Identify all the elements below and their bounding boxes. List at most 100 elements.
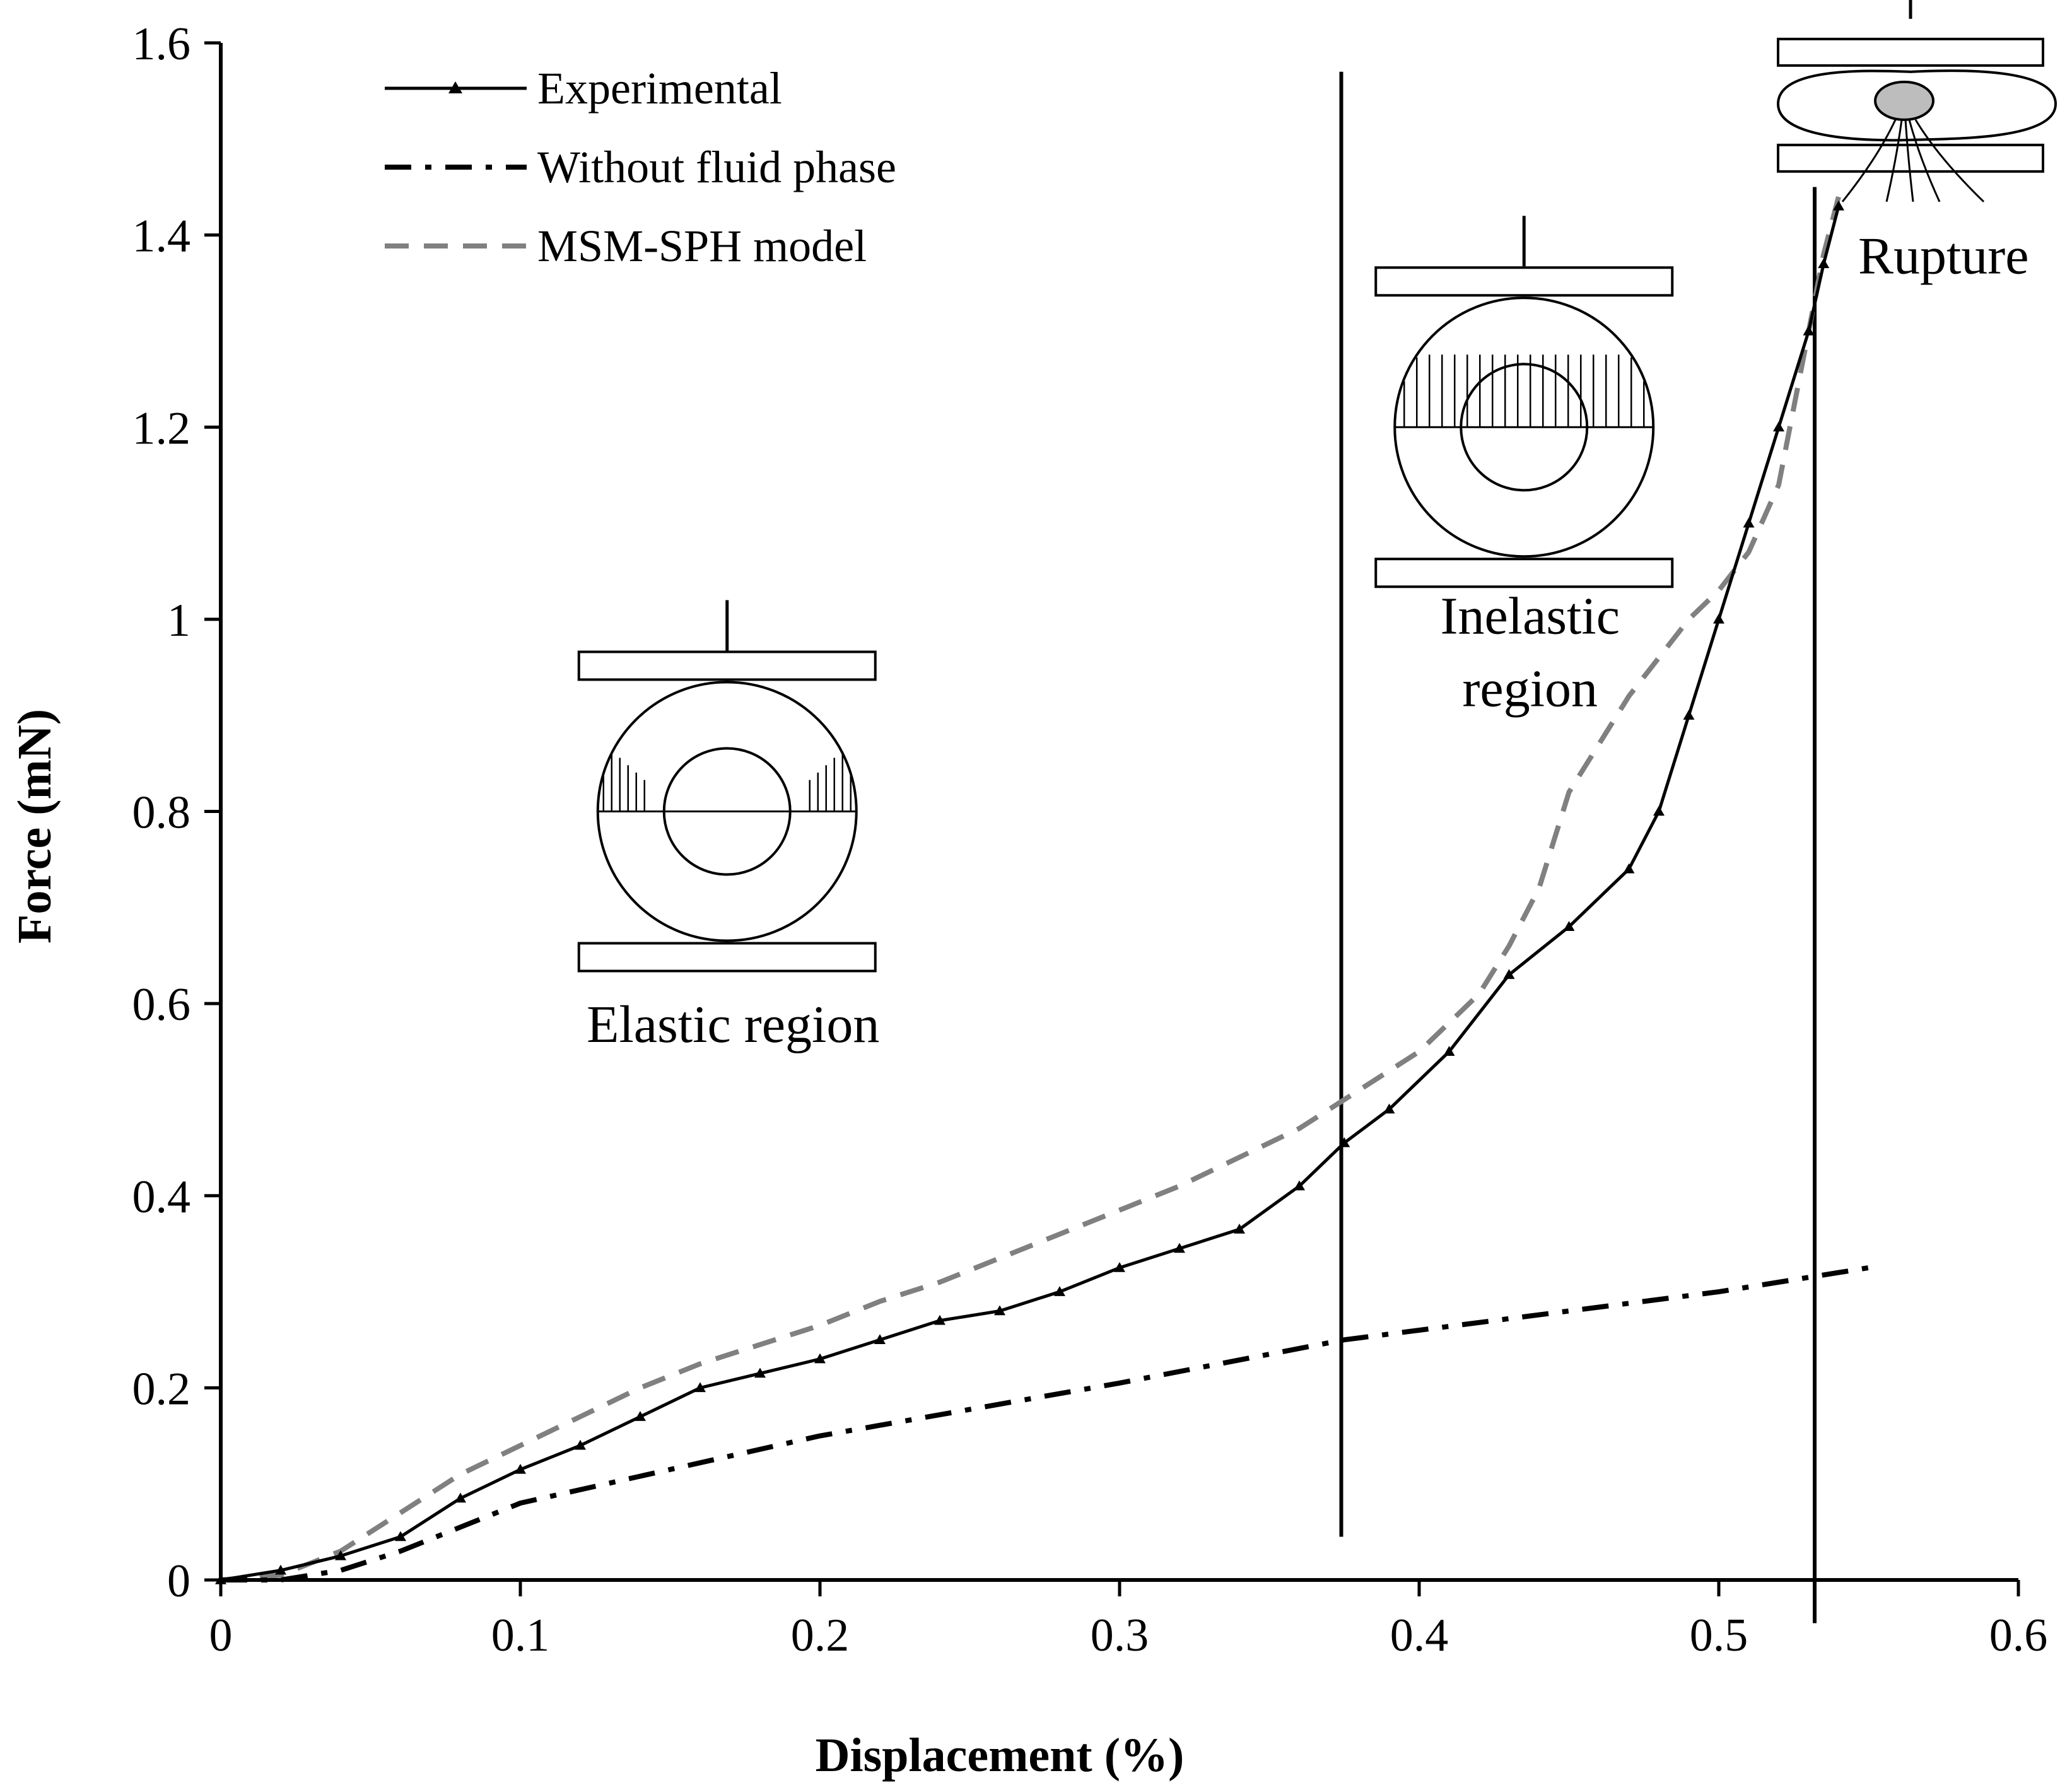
y-tick-label: 0	[167, 1555, 190, 1607]
data-point	[814, 1353, 826, 1364]
data-point	[694, 1382, 706, 1393]
series-experimental	[215, 200, 1844, 1584]
x-tick-label: 0.3	[1091, 1610, 1149, 1661]
data-point	[335, 1550, 346, 1560]
data-point	[1054, 1286, 1065, 1296]
data-point	[1539, 888, 1540, 889]
y-tick-label: 0.4	[132, 1171, 191, 1223]
y-tick-label: 0.6	[132, 979, 191, 1031]
data-point	[1174, 1243, 1185, 1253]
diagram-bottom-plate	[1374, 558, 1674, 588]
annotation-elastic-region: Elastic region	[587, 995, 879, 1054]
diagram-rupture-streak	[1885, 119, 1903, 202]
data-point	[754, 1367, 766, 1378]
legend-marker	[448, 81, 462, 93]
region-boundaries	[1339, 71, 1817, 1623]
x-tick-label: 0.4	[1390, 1610, 1449, 1661]
annotation-inelastic-region: Inelastic region	[1440, 587, 1620, 718]
data-point	[1503, 969, 1515, 980]
annotation-line: Inelastic	[1440, 587, 1620, 646]
data-point	[874, 1334, 886, 1344]
x-tick-label: 0.6	[1989, 1610, 2048, 1661]
data-point	[515, 1463, 526, 1474]
data-point	[1748, 552, 1749, 553]
y-tick-label: 0.2	[132, 1363, 191, 1415]
data-point	[1383, 1103, 1395, 1114]
legend-label: MSM-SPH model	[537, 221, 867, 271]
y-tick-label: 1.4	[132, 211, 191, 262]
data-point	[275, 1564, 286, 1575]
diagram-top-plate	[1777, 37, 2044, 67]
data-point	[1653, 805, 1665, 816]
series-lines	[215, 196, 1870, 1584]
y-tick-label: 0.8	[132, 787, 191, 839]
diagram-bottom-plate	[577, 942, 877, 973]
annotation-line: Elastic region	[587, 995, 879, 1054]
series-without-fluid-phase	[221, 1265, 1870, 1582]
data-point	[994, 1305, 1005, 1316]
data-point	[1114, 1261, 1125, 1272]
diagram-inner-nucleus	[1460, 363, 1589, 492]
diagram-rupture-streak	[1908, 119, 1941, 202]
data-point	[1713, 613, 1724, 624]
data-point	[575, 1439, 586, 1450]
y-axis-title: Force (mN)	[8, 709, 61, 944]
y-tick-label: 1.2	[132, 402, 191, 454]
y-tick-label: 1.6	[132, 18, 191, 70]
data-point	[1833, 200, 1844, 211]
diagram-top-plate	[577, 650, 877, 681]
data-point	[1868, 1267, 1869, 1268]
x-tick-label: 0	[209, 1610, 233, 1661]
data-point	[1443, 1046, 1455, 1056]
data-point	[820, 1325, 821, 1326]
data-point	[1299, 1128, 1300, 1129]
data-point	[1623, 863, 1635, 874]
diagram-inner-nucleus	[662, 747, 792, 876]
x-axis-title: Displacement (%)	[816, 1729, 1185, 1782]
data-point	[1773, 421, 1784, 431]
data-point	[1793, 407, 1794, 408]
data-point	[1683, 710, 1695, 720]
rupture-diagram	[1776, 0, 2057, 202]
series-line-msm-sph-model	[220, 196, 1841, 1582]
legend: Experimental Without fluid phase MSM-SPH m…	[385, 63, 896, 271]
data-point	[395, 1531, 406, 1541]
series-line-without-fluid-phase	[221, 1265, 1870, 1582]
legend-label: Experimental	[537, 63, 782, 114]
diagram-rupture-streak	[1914, 119, 1985, 202]
diagram-rupture-streak	[1904, 119, 1914, 202]
data-point	[520, 1503, 521, 1504]
elastic-diagram	[577, 600, 877, 973]
data-point	[1479, 993, 1480, 994]
y-ticks: 0 0.2 0.4 0.6 0.8 1 1.2 1.4 1.6	[132, 18, 221, 1607]
series-msm-sph-model	[220, 196, 1841, 1582]
data-point	[455, 1492, 466, 1503]
data-point	[1818, 258, 1830, 269]
legend-item-experimental: Experimental	[385, 63, 782, 114]
data-point	[1803, 325, 1815, 336]
annotation-line: region	[1462, 660, 1598, 718]
data-point	[520, 1445, 521, 1446]
diagram-top-plate	[1374, 266, 1674, 297]
annotation-rupture: Rupture	[1858, 227, 2029, 286]
x-tick-label: 0.2	[791, 1610, 850, 1661]
y-tick-label: 1	[167, 595, 190, 646]
diagram-rupture-streak	[1841, 119, 1897, 202]
data-point	[1563, 921, 1575, 932]
data-point	[1359, 1090, 1360, 1091]
legend-item-msm-sph-model: MSM-SPH model	[385, 221, 867, 271]
data-point	[1743, 517, 1755, 528]
data-point	[880, 1301, 881, 1302]
data-point	[1823, 254, 1824, 255]
x-ticks: 0 0.1 0.2 0.3 0.4 0.5 0.6	[209, 1580, 2048, 1661]
data-point	[760, 1344, 761, 1345]
diagrams	[577, 0, 2057, 973]
data-point	[1419, 1051, 1420, 1052]
annotations: Elastic region Inelastic region Rupture	[587, 227, 2028, 1055]
data-point	[460, 1474, 461, 1475]
inelastic-diagram	[1374, 216, 1674, 588]
diagram-bottom-plate	[1777, 143, 2044, 173]
data-point	[1234, 1224, 1245, 1234]
x-tick-label: 0.5	[1690, 1610, 1748, 1661]
